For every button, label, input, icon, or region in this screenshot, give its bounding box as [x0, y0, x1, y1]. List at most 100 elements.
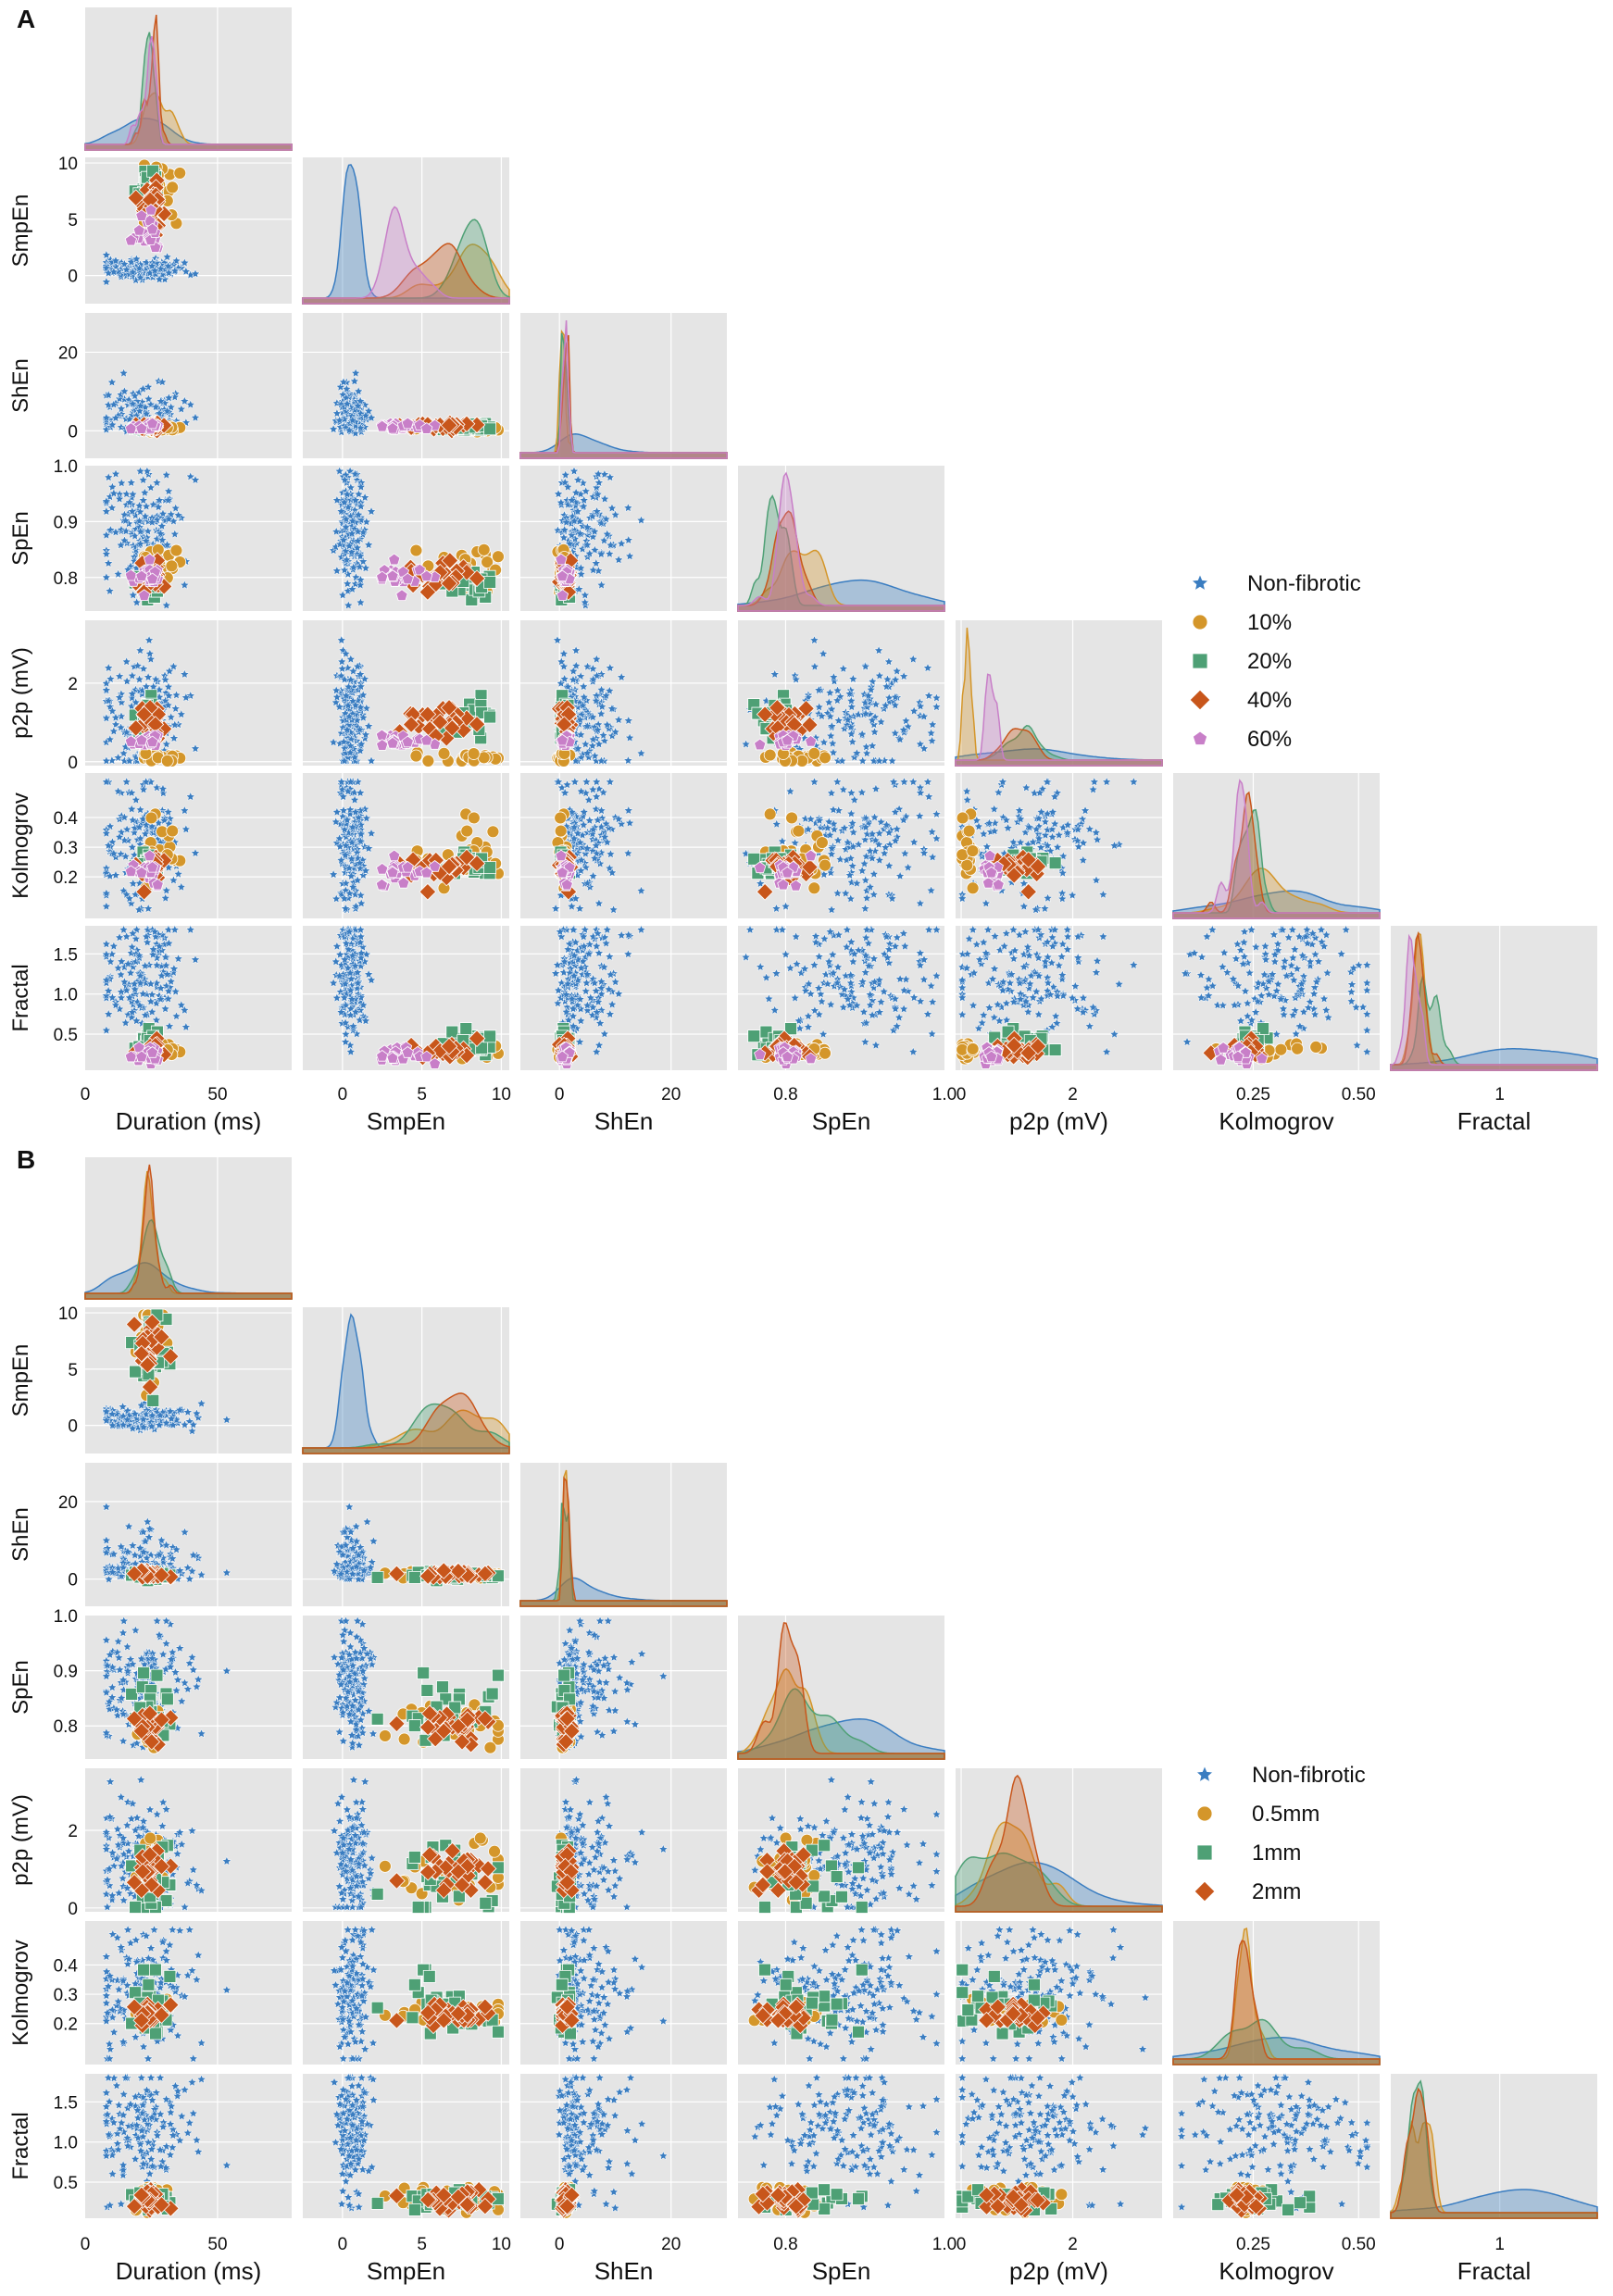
data-point — [341, 393, 352, 403]
y-tick-label: 0 — [68, 422, 78, 442]
data-point — [483, 422, 497, 436]
data-point — [128, 489, 138, 499]
y-tick-label: 0 — [68, 754, 78, 773]
pairplot-cell — [303, 773, 509, 918]
data-point — [190, 474, 201, 485]
data-point — [554, 824, 568, 838]
kde-curve — [84, 35, 293, 151]
pairplot-cell — [737, 466, 945, 612]
data-point — [116, 403, 127, 414]
data-point — [134, 500, 144, 510]
data-point — [166, 824, 180, 838]
plot-area — [85, 7, 292, 150]
data-point — [162, 251, 172, 262]
y-tick-label: 1.0 — [54, 986, 78, 1005]
pairplot-cell — [303, 620, 509, 767]
data-point — [101, 548, 112, 559]
data-point — [483, 1029, 497, 1043]
pairplot-cell — [303, 313, 509, 458]
panel-label: A — [17, 5, 35, 33]
plot-area — [738, 773, 944, 918]
data-point — [103, 557, 114, 568]
data-point — [135, 272, 145, 282]
data-point — [128, 590, 139, 600]
data-point — [401, 417, 414, 430]
data-point — [138, 474, 149, 485]
pairplot-cell — [956, 773, 1162, 918]
data-point — [149, 265, 160, 276]
plot-area — [85, 620, 292, 766]
data-point — [134, 516, 144, 526]
data-point — [421, 755, 435, 767]
data-point — [437, 746, 451, 760]
data-point — [124, 497, 135, 507]
data-point — [144, 811, 158, 825]
data-point — [153, 502, 164, 512]
data-point — [101, 505, 112, 517]
data-point — [131, 597, 143, 607]
data-point — [135, 209, 148, 221]
data-point — [106, 481, 118, 492]
data-point — [176, 404, 187, 414]
data-point — [169, 529, 181, 539]
data-point — [114, 493, 125, 504]
data-point — [328, 423, 339, 434]
data-point — [179, 395, 190, 406]
pairplot-cell — [85, 157, 292, 304]
data-point — [483, 861, 497, 874]
data-point — [156, 528, 166, 539]
y-tick-label: 0.4 — [54, 809, 79, 829]
data-point — [105, 585, 115, 596]
data-point — [486, 825, 500, 839]
y-tick-label: 0.2 — [54, 868, 78, 888]
data-point — [338, 377, 349, 387]
pairplot-cell — [302, 157, 510, 305]
data-point — [101, 412, 112, 422]
data-point — [170, 503, 181, 513]
data-point — [144, 204, 157, 216]
data-point — [156, 520, 168, 530]
data-point — [135, 422, 148, 434]
data-point — [116, 524, 127, 534]
data-point — [108, 267, 119, 277]
plot-area — [85, 313, 292, 458]
data-point — [440, 417, 458, 434]
data-point — [763, 748, 777, 762]
data-point — [420, 422, 433, 434]
data-point — [106, 377, 118, 387]
data-point — [173, 509, 184, 520]
pairplot-cell — [738, 620, 944, 767]
y-tick-label: 5 — [68, 211, 78, 231]
data-point — [119, 509, 130, 519]
pairplot-cell — [85, 924, 292, 1070]
data-point — [139, 487, 150, 497]
data-point — [163, 514, 174, 524]
plot-area — [85, 157, 292, 304]
y-tick-label: 10 — [58, 155, 78, 174]
kde-curve — [302, 206, 510, 305]
data-point — [101, 276, 112, 287]
pairplot-cell — [520, 924, 727, 1070]
pairplot-panel-a: A05100200.80.91.0020.20.30.40.51.01.5Smp… — [8, 5, 1598, 1135]
data-point — [169, 392, 181, 402]
data-point — [110, 412, 121, 423]
data-point — [492, 550, 505, 564]
data-point — [130, 391, 141, 401]
data-point — [477, 543, 491, 556]
plot-area — [520, 620, 727, 766]
data-point — [131, 395, 143, 406]
data-point — [334, 415, 345, 425]
y-tick-label: 1.0 — [54, 457, 78, 477]
data-point — [163, 260, 174, 271]
data-point — [135, 466, 145, 476]
data-point — [116, 478, 127, 488]
data-point — [807, 746, 821, 760]
data-point — [101, 572, 112, 582]
data-point — [409, 543, 423, 557]
data-point — [127, 189, 145, 207]
data-point — [460, 824, 474, 838]
data-point — [785, 811, 798, 825]
data-point — [134, 263, 144, 273]
data-point — [132, 224, 145, 236]
